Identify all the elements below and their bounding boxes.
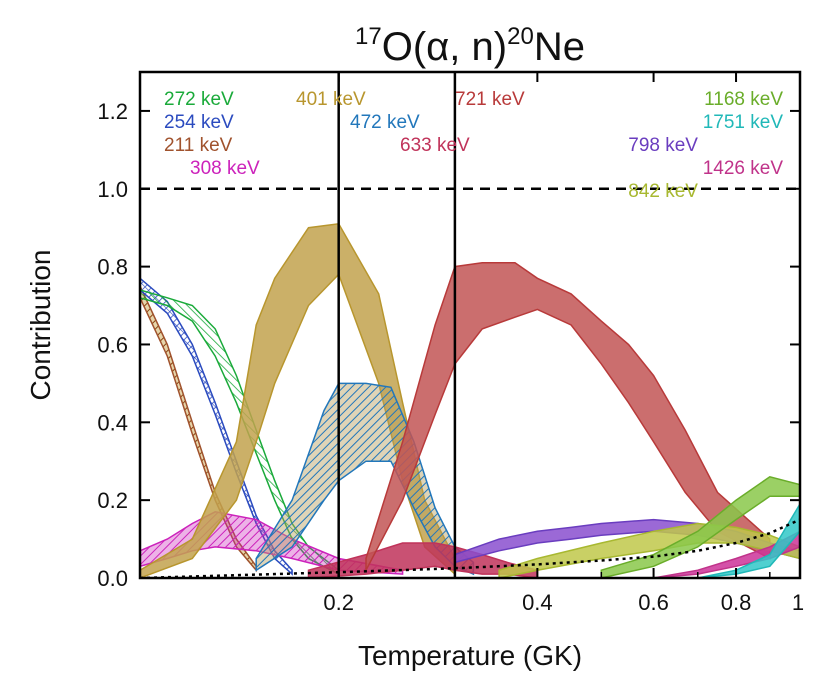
y-axis-title: Contribution <box>25 250 56 401</box>
y-tick-label: 0.4 <box>97 410 128 435</box>
y-tick-label: 0.2 <box>97 488 128 513</box>
legend-label-401-kev: 401 keV <box>296 89 366 110</box>
x-tick-label: 0.2 <box>323 590 354 615</box>
series-bands <box>140 222 800 578</box>
x-tick-label: 0.8 <box>721 590 752 615</box>
legend-label-1426-kev: 1426 keV <box>703 158 784 179</box>
axis-ticks: 0.0 0.2 0.4 0.6 0.8 1.0 1.2 0.2 0.4 0.6 0.8 1 <box>97 72 804 615</box>
x-tick-label: 1 <box>792 590 804 615</box>
legend-label-211-kev: 211 keV <box>164 135 233 156</box>
chart-title: 17O(α, n)20Ne <box>355 23 585 69</box>
legend-label-272-kev: 272 keV <box>164 89 234 110</box>
y-tick-label: 0.6 <box>97 332 128 357</box>
reference-lines <box>140 72 800 578</box>
y-tick-label: 0.8 <box>97 255 128 280</box>
legend-label-798-kev: 798 keV <box>628 135 698 156</box>
legend-label-1168-kev: 1168 keV <box>704 89 783 110</box>
legend-label-1751-kev: 1751 keV <box>703 112 784 133</box>
band-842-kev <box>498 522 800 578</box>
title-tail: Ne <box>534 25 585 69</box>
x-tick-label: 0.6 <box>638 590 669 615</box>
y-tick-label: 1.0 <box>97 177 128 202</box>
legend-label-472-kev: 472 keV <box>350 112 420 133</box>
x-axis-title: Temperature (GK) <box>358 640 582 671</box>
legend-label-721-kev: 721 keV <box>455 89 525 110</box>
plot-frame <box>138 70 802 580</box>
legend-label-842-kev: 842 keV <box>628 181 698 202</box>
x-tick-label: 0.4 <box>522 590 553 615</box>
title-superscript-mass-20: 20 <box>507 23 534 50</box>
legend-label-254-kev: 254 keV <box>164 112 234 133</box>
legend-label-633-kev: 633 keV <box>400 135 470 156</box>
band-1168-kev <box>600 475 800 578</box>
y-tick-label: 1.2 <box>97 99 128 124</box>
band-254-kev <box>140 277 293 576</box>
band-1751-kev <box>697 502 800 578</box>
title-superscript-mass-17: 17 <box>355 23 382 50</box>
y-tick-label: 0.0 <box>97 566 128 591</box>
legend-label-308-kev: 308 keV <box>190 158 260 179</box>
title-main: O(α, n) <box>382 25 507 69</box>
